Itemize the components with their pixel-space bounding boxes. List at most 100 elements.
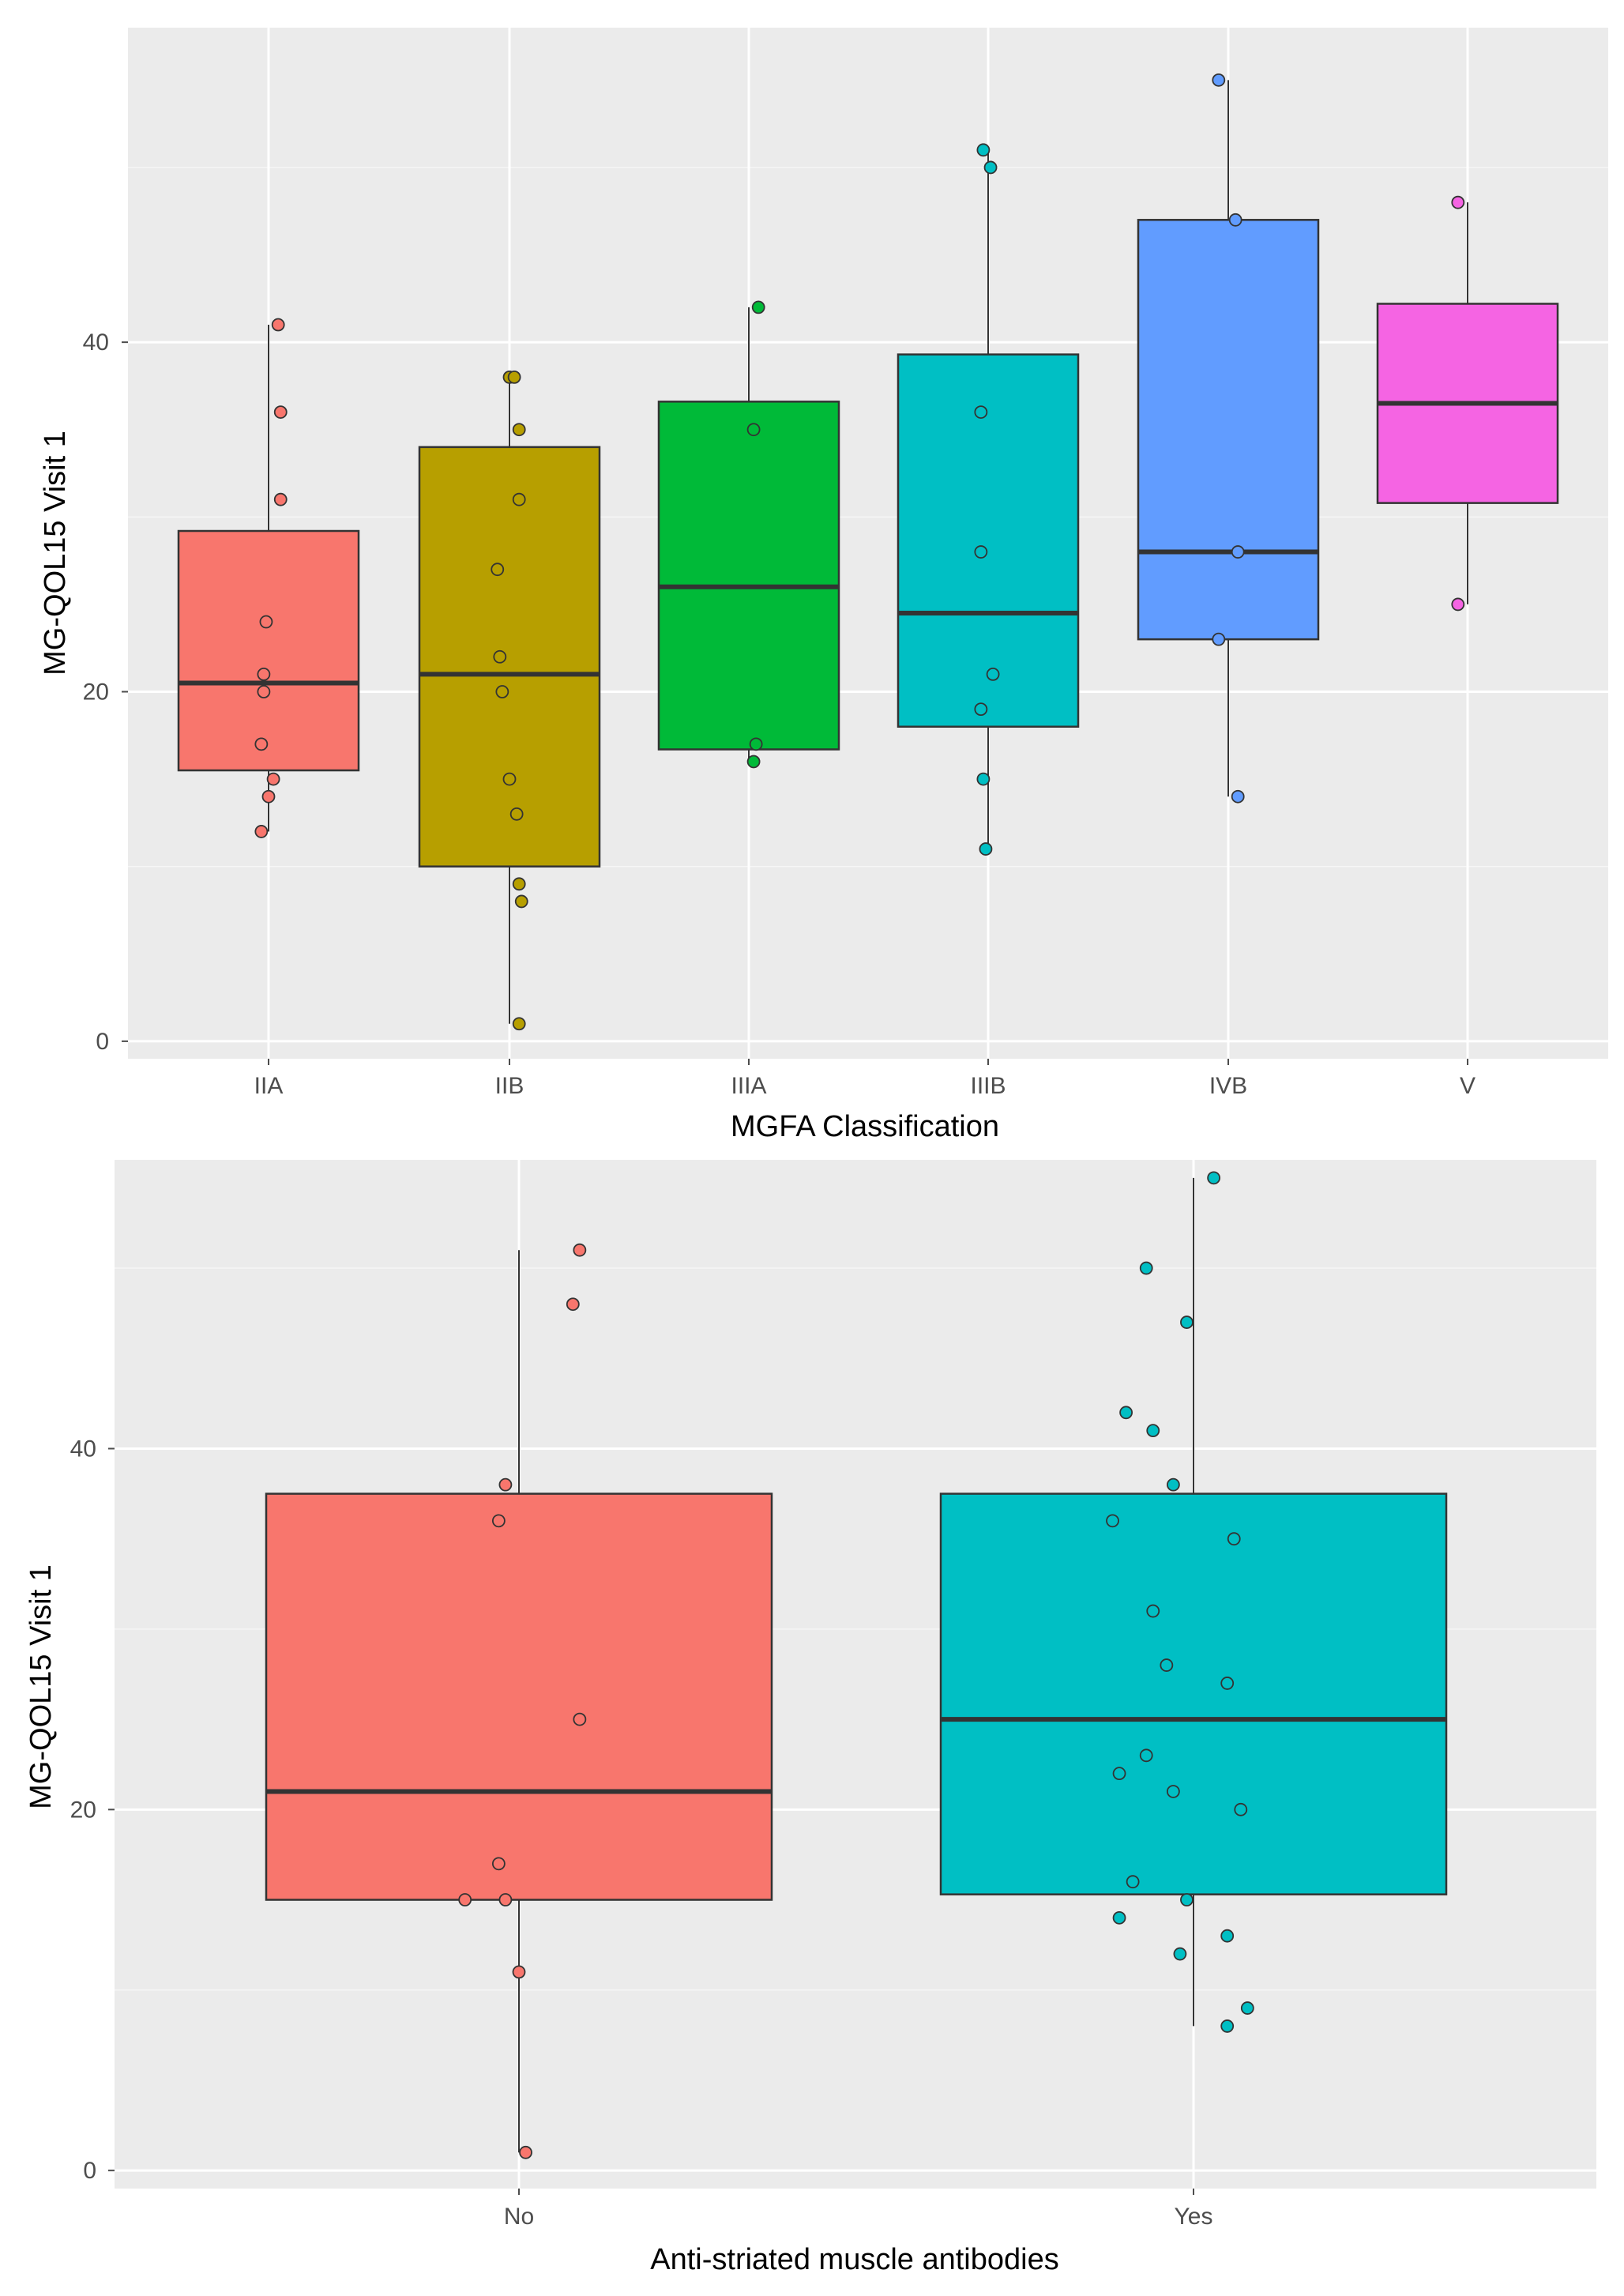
box-IIA <box>177 325 360 832</box>
data-point <box>509 807 524 821</box>
data-point <box>1231 789 1245 804</box>
data-point <box>1180 1315 1194 1329</box>
box-body <box>1137 219 1320 641</box>
data-point <box>512 423 526 437</box>
box-body <box>939 1492 1448 1895</box>
y-tick-label: 0 <box>83 2158 96 2184</box>
y-tick-label: 40 <box>70 1436 96 1462</box>
panel-antibodies-y-title: MG-QOL15 Visit 1 <box>24 1564 58 1809</box>
data-point <box>1228 213 1242 227</box>
data-point <box>979 842 993 856</box>
data-point <box>273 492 288 506</box>
data-point <box>1146 1604 1160 1618</box>
data-point <box>507 370 521 384</box>
data-point <box>512 1965 526 1979</box>
box-Yes <box>939 1177 1448 2027</box>
data-point <box>573 1712 587 1726</box>
box-V <box>1376 202 1559 604</box>
x-tick-label: IIB <box>495 1073 524 1099</box>
data-point <box>491 1857 506 1871</box>
data-point <box>1126 1875 1140 1889</box>
data-point <box>1180 1893 1194 1906</box>
x-tick-label: IIA <box>254 1073 284 1099</box>
box-IIIB <box>897 149 1080 849</box>
data-point <box>493 649 507 664</box>
box-body <box>897 353 1080 728</box>
data-point <box>257 685 271 698</box>
data-point <box>491 563 505 577</box>
x-tick-label: V <box>1460 1073 1476 1099</box>
data-point <box>1240 2001 1254 2015</box>
data-point <box>512 492 526 506</box>
data-point <box>1212 632 1226 646</box>
data-point <box>491 1514 506 1528</box>
box-body <box>265 1492 773 1901</box>
data-point <box>519 2145 532 2159</box>
data-point <box>514 894 528 909</box>
data-point <box>498 1477 513 1492</box>
data-point <box>746 423 761 437</box>
box-IIIA <box>657 307 840 762</box>
data-point <box>976 143 991 157</box>
data-point <box>1173 1947 1187 1961</box>
data-point <box>1146 1424 1160 1438</box>
data-point <box>512 1017 526 1031</box>
data-point <box>498 1893 513 1906</box>
data-point <box>751 300 765 314</box>
data-point <box>1234 1802 1248 1816</box>
data-point <box>573 1243 587 1257</box>
x-tick-label: Yes <box>1175 2204 1213 2230</box>
y-tick-label: 20 <box>70 1797 96 1823</box>
data-point <box>458 1893 472 1906</box>
panel-mgfa-y-title: MG-QOL15 Visit 1 <box>39 431 72 676</box>
data-point <box>1220 2019 1235 2033</box>
data-point <box>1166 1785 1180 1798</box>
data-point <box>1220 1929 1235 1943</box>
data-point <box>1451 597 1465 612</box>
data-point <box>986 667 1000 681</box>
box-No <box>265 1250 773 2153</box>
panel-mgfa-background <box>128 28 1608 1059</box>
y-tick-label: 40 <box>83 329 109 356</box>
data-point <box>254 737 269 751</box>
data-point <box>1220 1677 1235 1690</box>
x-tick-label: IVB <box>1209 1073 1247 1099</box>
data-point <box>1166 1477 1180 1492</box>
data-point <box>261 789 276 804</box>
panel-antibodies: 0 20 40 No Yes Anti-striated muscle antibod… <box>24 1160 1596 2276</box>
box-body <box>657 401 840 751</box>
data-point <box>1139 1261 1153 1275</box>
data-point <box>1112 1910 1126 1925</box>
panel-mgfa-x-title: MGFA Classification <box>731 1110 999 1143</box>
x-tick-label: IIIA <box>731 1073 766 1099</box>
data-point <box>1207 1171 1221 1185</box>
data-point <box>1106 1514 1119 1528</box>
data-point <box>974 405 988 420</box>
data-point <box>1231 545 1245 559</box>
data-point <box>1119 1406 1133 1420</box>
data-point <box>1451 195 1465 209</box>
panel-mgfa: 0 20 40 IIA IIB IIIA IIIB IVB V MGFA Classifica… <box>39 28 1608 1143</box>
data-point <box>974 545 988 559</box>
box-IIB <box>418 377 601 1024</box>
data-point <box>1227 1532 1241 1546</box>
data-point <box>976 772 991 786</box>
data-point <box>266 772 280 786</box>
box-IVB <box>1137 80 1320 797</box>
data-point <box>1112 1767 1126 1781</box>
data-point <box>257 667 271 681</box>
data-point <box>495 685 509 698</box>
data-point <box>254 825 269 838</box>
data-point <box>1160 1658 1174 1672</box>
panel-antibodies-x-title: Anti-striated muscle antibodies <box>650 2243 1058 2276</box>
data-point <box>271 318 285 332</box>
data-point <box>1212 73 1226 87</box>
box-body <box>177 529 360 772</box>
box-body <box>418 446 601 868</box>
data-point <box>1139 1748 1153 1763</box>
data-point <box>502 772 517 786</box>
x-tick-label: No <box>504 2204 534 2230</box>
data-point <box>746 755 761 769</box>
y-tick-label: 0 <box>96 1029 109 1055</box>
